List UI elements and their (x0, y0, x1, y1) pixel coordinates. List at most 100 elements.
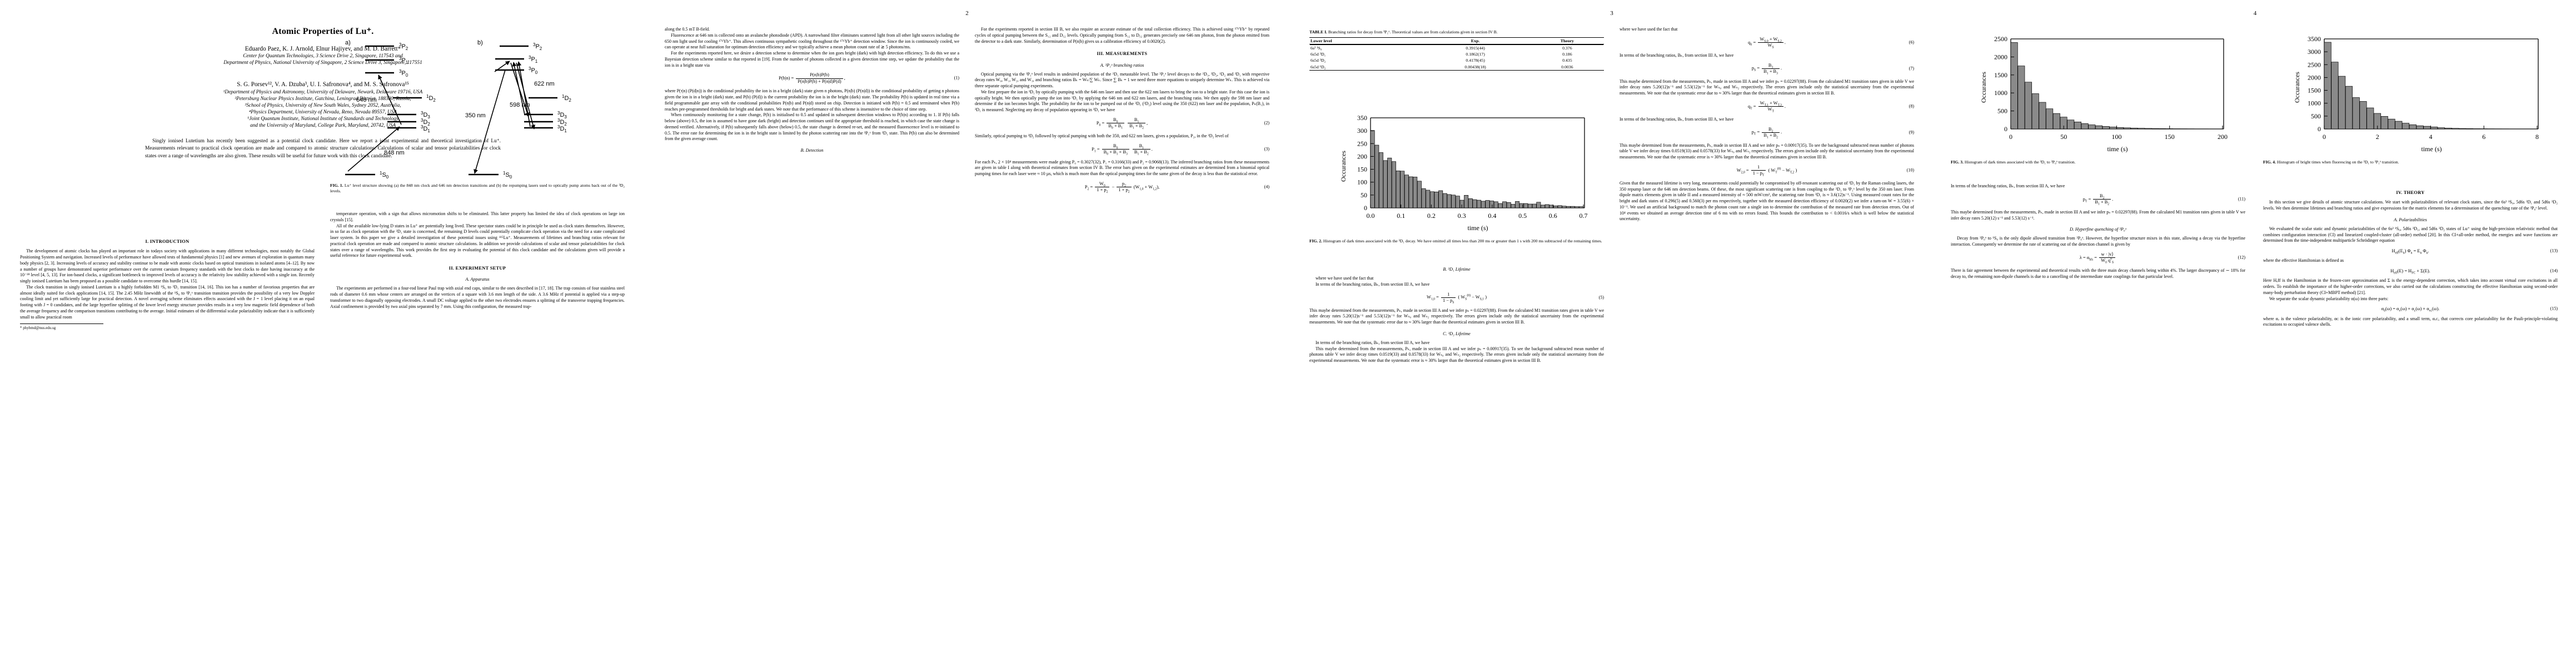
histogram-bar (1426, 190, 1431, 208)
figure-2-label: FIG. 2. (1309, 238, 1322, 243)
y-tick-label: 1500 (1994, 71, 2007, 79)
transition-598nm: 598 nm (510, 102, 530, 108)
p2R-2: We first prepare the ion in ³D₁ by optic… (975, 89, 1269, 113)
affiliation-2-2: ³School of Physics, University of New So… (245, 102, 401, 108)
svg-text:3D1: 3D1 (557, 125, 567, 133)
histogram-bar (2366, 107, 2374, 130)
table-1-r2c1: 0.4178(45) (1466, 58, 1485, 63)
histogram-bar (2459, 128, 2467, 130)
table-1-header-2: Theory (1560, 38, 1574, 44)
table-1-r2c0: 6s5d ³D₂ (1311, 58, 1326, 63)
equation-7: pS = B3 B1 + B3. (7) (1751, 62, 1914, 76)
histogram-bar (1378, 152, 1383, 208)
histogram-bar (2437, 127, 2445, 130)
y-tick-label: 350 (1357, 114, 1367, 122)
transition-646nm: 646 nm (356, 97, 377, 103)
p1R-0: temperature operation, with a sign that … (330, 211, 625, 222)
svg-text:3D3: 3D3 (421, 111, 430, 120)
figure-3-ylabel: Occurances (1980, 72, 1987, 103)
p1L-0: The development of atomic clocks has pla… (20, 248, 315, 284)
histogram-bar (2066, 120, 2074, 130)
figure-4: 0 500 1000 1500 2000 2500 3000 3500 0 2 4 6 8 Occura… (2263, 29, 2558, 165)
histogram-bar (2345, 86, 2353, 130)
p3R-2: This maybe determined from the measureme… (1620, 78, 1914, 96)
equation-14: Heff(E) = HFC + Σ(E). (14) (2390, 268, 2558, 275)
y-tick-label: 150 (1357, 166, 1367, 173)
page-title: Atomic Properties of Lu⁺. (272, 27, 374, 36)
subsection-lifetime-d2: C. ³D₂ Lifetime (1443, 331, 1471, 336)
svg-text:3D3: 3D3 (557, 111, 567, 120)
table-1-header-1: Exp. (1471, 38, 1480, 44)
level-diagram-svg: a) b) 3P2 3P1 3P0 1D2 3D3 3D2 3D1 1S0 3P… (345, 39, 571, 180)
y-tick-label: 0 (2318, 125, 2321, 133)
svg-text:3P1: 3P1 (399, 56, 408, 65)
table-row: 6s5d ¹D₂ 0.00438(18) 0.0036 (1309, 64, 1604, 71)
table-row: 6s5d ³D₁ 0.1862(17) 0.186 (1309, 51, 1604, 57)
histogram-bar (2359, 101, 2367, 130)
x-tick-label: 0.3 (1458, 212, 1466, 220)
histogram-bar (2324, 42, 2331, 130)
histogram-bar (2409, 125, 2416, 130)
y-tick-label: 1000 (2308, 99, 2321, 107)
svg-text:3P0: 3P0 (529, 66, 538, 75)
svg-text:3D2: 3D2 (421, 118, 430, 127)
x-tick-label: 0 (2009, 133, 2012, 141)
p3R-1: In terms of the branching ratios, Bₖ, fr… (1620, 52, 1734, 58)
histogram-bar (2123, 127, 2131, 130)
y-tick-label: 500 (1997, 107, 2007, 115)
histogram-bar (2137, 128, 2145, 130)
p2L-4: When continuously monitoring for a state… (665, 112, 959, 142)
equation-2: P0 = B0 B0 + B1 B1 B1 + B2, (2) (1096, 117, 1269, 130)
footnote: * phybmd@nus.edu.sg (20, 323, 103, 331)
affiliation-2-4: ⁵Joint Quantum Institute, National Insti… (247, 116, 398, 122)
p4R-4: We separate the scalar dynamic polarizab… (2269, 296, 2389, 301)
equation-12: λ = αhfs = w · |v⟩ W0 q0S (12) (2079, 251, 2245, 265)
equation-13: Heff(En) Φn = En Φn. (13) (2391, 248, 2558, 255)
p3R-5: Given that the measured lifetime is very… (1620, 180, 1914, 222)
equation-11: pT = B2 B1 + B2. (11) (2082, 193, 2245, 206)
panel-b-tag: b) (477, 39, 483, 46)
x-tick-label: 50 (2060, 133, 2067, 141)
svg-text:1S0: 1S0 (503, 171, 512, 180)
p1R-2: The experiments are performed in a four-… (330, 286, 625, 309)
histogram-bar (1438, 190, 1443, 208)
histogram-bar (1408, 176, 1413, 208)
histogram-bar (1383, 160, 1388, 208)
histogram-bar (1481, 201, 1486, 208)
histogram-bar (2338, 76, 2346, 130)
histogram-bar (2052, 113, 2060, 130)
x-tick-label: 8 (2535, 133, 2539, 141)
page-number-4: 4 (2253, 10, 2257, 17)
histogram-bar (1472, 199, 1477, 208)
x-tick-label: 0.5 (1518, 212, 1527, 220)
y-tick-label: 1000 (1994, 89, 2007, 97)
histogram-bar (1506, 202, 1511, 208)
p3R-4: This maybe determined from the measureme… (1620, 142, 1914, 160)
histogram-bar (1413, 177, 1418, 208)
page3-right-column: where we have used the fact that qS = WS… (1620, 27, 1914, 222)
histogram-bar (1404, 175, 1409, 208)
equation-4: P2 = W0 1 + p2 − p2 1 + p2 (W1,0 + W1,2), … (1084, 181, 1269, 194)
page-2: 2 along the 0.5 mT B-field. Fluorescence… (645, 0, 1289, 667)
page-1: arXiv:1602.05915v1 [physics.atom-ph] 18 … (0, 0, 645, 667)
histogram-bar (1528, 203, 1533, 208)
svg-text:3P0: 3P0 (399, 69, 408, 78)
section-measurements: III. MEASUREMENTS (1097, 51, 1148, 57)
table-1-r0c1: 0.3915(44) (1466, 45, 1485, 51)
page-3: 3 TABLE I. Branching ratios for decay fr… (1289, 0, 1934, 667)
p4R-0: In this section we give details of atomi… (2263, 200, 2558, 211)
x-tick-label: 6 (2482, 133, 2485, 141)
histogram-bar (2038, 102, 2046, 130)
figure-1-label: FIG. 1. (330, 183, 343, 188)
transition-350nm: 350 nm (465, 112, 486, 119)
y-tick-label: 3500 (2308, 35, 2321, 43)
histogram-bar (1566, 206, 1571, 208)
author-list-2: S. G. Porsev¹², V. A. Dzuba³, U. I. Safr… (237, 81, 409, 88)
histogram-bar (1455, 196, 1460, 208)
p4R-1: We evaluated the scalar static and dynam… (2263, 226, 2558, 243)
figure-4-ylabel: Occurances (2293, 72, 2301, 103)
histogram-bar (2430, 126, 2438, 130)
histogram-bar (1391, 161, 1396, 208)
svg-text:3P2: 3P2 (399, 42, 408, 51)
